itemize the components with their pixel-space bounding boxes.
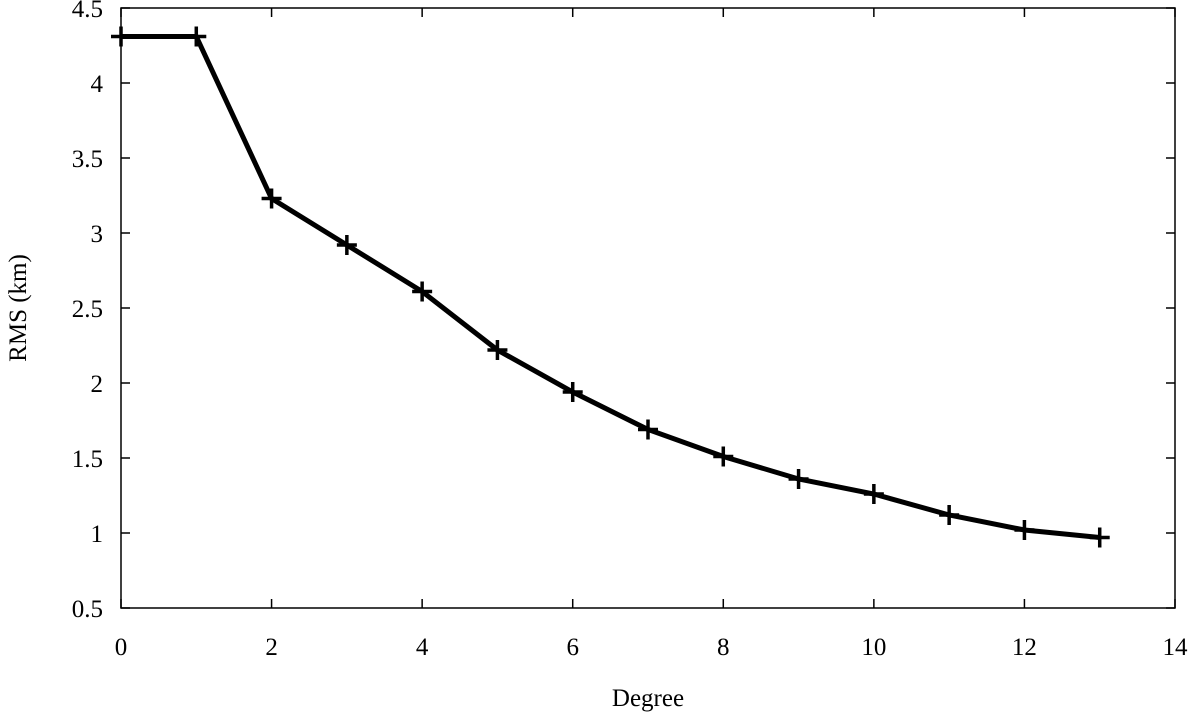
data-point-marker [713,446,734,467]
y-tick-label: 1 [91,521,104,548]
x-tick-label: 8 [717,634,730,661]
x-axis-label: Degree [612,685,684,712]
data-point-marker [186,26,207,47]
series-line [121,34,1100,540]
data-point-marker [261,188,282,209]
plot-frame [120,7,1176,609]
x-tick-label: 10 [861,634,886,661]
y-tick-label: 3 [91,221,104,248]
series-markers [111,26,1110,548]
data-point-marker [487,340,508,360]
x-tick-label: 6 [566,634,579,661]
x-tick-label: 14 [1163,634,1189,661]
y-tick-label: 2.5 [72,296,103,323]
data-point-marker [1014,520,1035,540]
y-tick-label: 3.5 [72,146,103,173]
data-point-marker [1089,527,1110,548]
y-tick-label: 2 [91,371,104,398]
y-tick-label: 0.5 [72,596,103,623]
data-point-marker [939,505,960,525]
data-point-marker [336,235,357,255]
data-point-marker [412,281,433,302]
y-tick-label: 1.5 [72,446,103,473]
data-point-marker [111,26,131,47]
x-tick-label: 0 [115,634,128,661]
y-tick-label: 4 [91,71,104,98]
x-tick-label: 12 [1012,634,1037,661]
x-tick-label: 4 [416,634,429,661]
x-tick-label: 2 [265,634,278,661]
y-tick-label: 4.5 [72,0,103,23]
data-point-marker [863,484,884,504]
data-point-marker [788,469,809,489]
data-point-marker [562,382,583,402]
axis-ticks [120,7,1176,609]
data-point-marker [638,419,658,440]
axis-tick-labels: 0 2 4 6 8 10 12 14 0.5 1 1.5 2 2.5 3 3.5 4 4.5 [72,0,1188,661]
y-axis-label: RMS (km) [5,254,32,362]
